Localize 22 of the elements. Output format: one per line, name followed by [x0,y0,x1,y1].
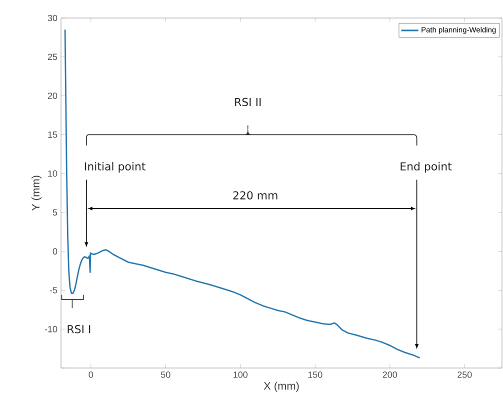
y-axis-title: Y (mm) [31,176,42,211]
annotation: RSI I [68,324,90,334]
annotation: Initial point [85,162,146,173]
x-axis-title: X (mm) [264,382,299,392]
y-tick-label: 5 [52,209,58,216]
y-tick-label: -5 [50,287,58,294]
x-tick-label: 250 [458,372,472,378]
y-tick-label: 10 [48,170,58,177]
y-tick-label: 0 [52,248,58,255]
y-tick-label: 30 [48,14,58,22]
x-tick-label: 200 [382,372,398,378]
annotation: End point [400,162,452,173]
x-tick-label: 50 [161,372,170,378]
x-tick-label: 150 [308,372,322,378]
annotation: RSI II [235,98,261,106]
y-tick-label: -10 [44,326,58,332]
y-tick-label: 15 [48,132,58,138]
y-tick-label: 25 [48,54,58,60]
x-tick-label: 0 [88,372,94,378]
x-tick-label: 100 [234,372,248,378]
y-tick-label: 20 [48,92,58,99]
annotation: 220 mm [233,191,278,200]
